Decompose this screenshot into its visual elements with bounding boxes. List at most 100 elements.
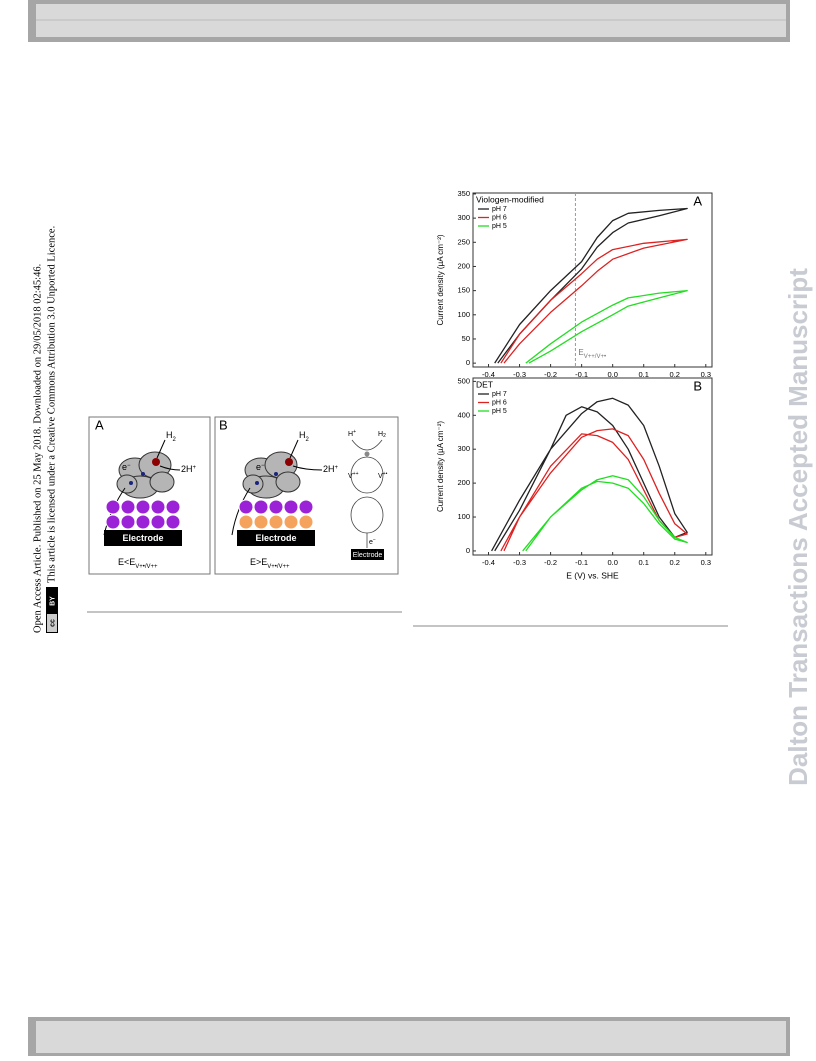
y-tick-label: 100 xyxy=(457,310,470,319)
series-line xyxy=(494,207,688,364)
sup: + xyxy=(353,429,356,435)
sup: − xyxy=(373,537,376,543)
x-axis-label: E (V) vs. SHE xyxy=(566,570,619,580)
arrow xyxy=(231,487,251,536)
x-tick-label: 0.1 xyxy=(638,558,648,567)
series-line xyxy=(491,397,688,552)
active-site xyxy=(285,458,293,466)
annotation-sub: V++/V+• xyxy=(584,354,606,360)
sidebar-line: This article is licensed under a Creativ… xyxy=(46,226,57,583)
h2: H2 xyxy=(166,430,177,442)
cycle: H+ H2 V++ V+• e− Electrode xyxy=(348,429,388,560)
x-tick-label: -0.4 xyxy=(482,370,495,379)
x-tick-label: -0.2 xyxy=(544,370,557,379)
x-tick-label: 0.2 xyxy=(670,370,680,379)
electrode xyxy=(237,530,315,546)
v: V xyxy=(378,473,383,480)
h: H xyxy=(378,431,383,438)
annotation-text: E xyxy=(578,348,583,357)
cc-text: cc xyxy=(49,619,56,627)
h: H xyxy=(299,430,306,440)
sub: 2 xyxy=(173,437,177,443)
legend-label: pH 6 xyxy=(492,399,507,406)
svg-text:V++: V++ xyxy=(348,471,359,480)
y-tick-label: 500 xyxy=(457,376,470,385)
y-axis-label: Current density (µA cm⁻²) xyxy=(436,421,445,512)
scheme: A B Electrode H2 2H+ e− E<EV+•/V++ xyxy=(88,416,399,575)
charts: 0 50 100 150 200 250 300 350 -0.4 -0.3 -0.2 -0.1 0.0… xyxy=(436,189,713,580)
h: H xyxy=(166,430,173,440)
viologen-layer xyxy=(238,499,314,515)
panel-label: B xyxy=(219,417,228,432)
cluster xyxy=(274,472,278,476)
sup: − xyxy=(127,463,131,469)
sub: 2 xyxy=(383,433,386,439)
x-tick-label: 0.1 xyxy=(638,370,648,379)
cluster xyxy=(141,472,145,476)
y-tick-label: 400 xyxy=(457,410,470,419)
viologen-layer xyxy=(105,499,181,530)
h: 2H xyxy=(323,464,335,474)
electrode xyxy=(351,549,384,560)
v: V xyxy=(348,473,353,480)
sub: V+•/V++ xyxy=(267,564,290,570)
series-line xyxy=(500,428,688,552)
y-tick-label: 200 xyxy=(457,261,470,270)
y-tick-label: 350 xyxy=(457,189,470,198)
panel-label: A xyxy=(95,417,104,432)
y-tick-label: 0 xyxy=(466,358,470,367)
protons: 2H+ xyxy=(181,464,197,474)
svg-text:V+•: V+• xyxy=(378,471,388,480)
arrow xyxy=(289,439,299,459)
x-tick-label: 0.3 xyxy=(701,558,711,567)
electrode-label: Electrode xyxy=(255,533,296,543)
legend-title: Viologen-modified xyxy=(476,194,544,204)
plot-frame xyxy=(472,192,713,368)
svg-text:H+: H+ xyxy=(348,429,356,438)
arrow xyxy=(159,465,181,471)
watermark: Dalton Transactions Accepted Manuscript xyxy=(783,268,813,786)
h: 2H xyxy=(181,464,193,474)
x-tick-label: 0.3 xyxy=(701,370,711,379)
c: E<E xyxy=(118,557,135,567)
electron: e− xyxy=(256,462,265,472)
sup: − xyxy=(261,463,265,469)
footer-inner xyxy=(36,1021,786,1053)
legend-label: pH 5 xyxy=(492,408,507,415)
h2: H2 xyxy=(299,430,310,442)
y-tick-label: 150 xyxy=(457,286,470,295)
x-tick-label: -0.4 xyxy=(482,558,495,567)
cc-badge-left xyxy=(47,614,57,632)
caption: E<EV+•/V++ xyxy=(118,557,158,569)
electrode-label: Electrode xyxy=(353,552,383,559)
legend-label: pH 7 xyxy=(492,391,507,398)
series-line xyxy=(525,289,688,364)
e: e xyxy=(256,462,261,472)
electron: e− xyxy=(122,462,131,472)
cluster xyxy=(129,481,133,485)
x-tick-label: -0.2 xyxy=(544,558,557,567)
sub: 2 xyxy=(306,437,310,443)
x-tick-label: -0.3 xyxy=(513,558,526,567)
x-tick-label: 0.0 xyxy=(607,558,617,567)
e: e xyxy=(369,539,373,546)
svg-text:H2: H2 xyxy=(378,431,386,439)
legend-label: pH 5 xyxy=(492,223,507,230)
y-tick-label: 200 xyxy=(457,478,470,487)
legend-title: DET xyxy=(476,379,493,389)
svg-text:e−: e− xyxy=(369,537,376,546)
sidebar-line: Open Access Article. Published on 25 May… xyxy=(32,264,43,633)
y-tick-label: 0 xyxy=(466,546,470,555)
h: H xyxy=(348,431,353,438)
arrow xyxy=(292,465,323,471)
y-tick-label: 300 xyxy=(457,444,470,453)
series-line xyxy=(522,475,688,552)
panel-label: B xyxy=(693,378,702,393)
y-tick-label: 300 xyxy=(457,213,470,222)
caption: E>EV+•/V++ xyxy=(250,557,290,569)
reduced-layer xyxy=(238,514,314,530)
y-tick-label: 50 xyxy=(462,334,470,343)
plot-frame xyxy=(472,377,713,556)
y-tick-label: 250 xyxy=(457,237,470,246)
